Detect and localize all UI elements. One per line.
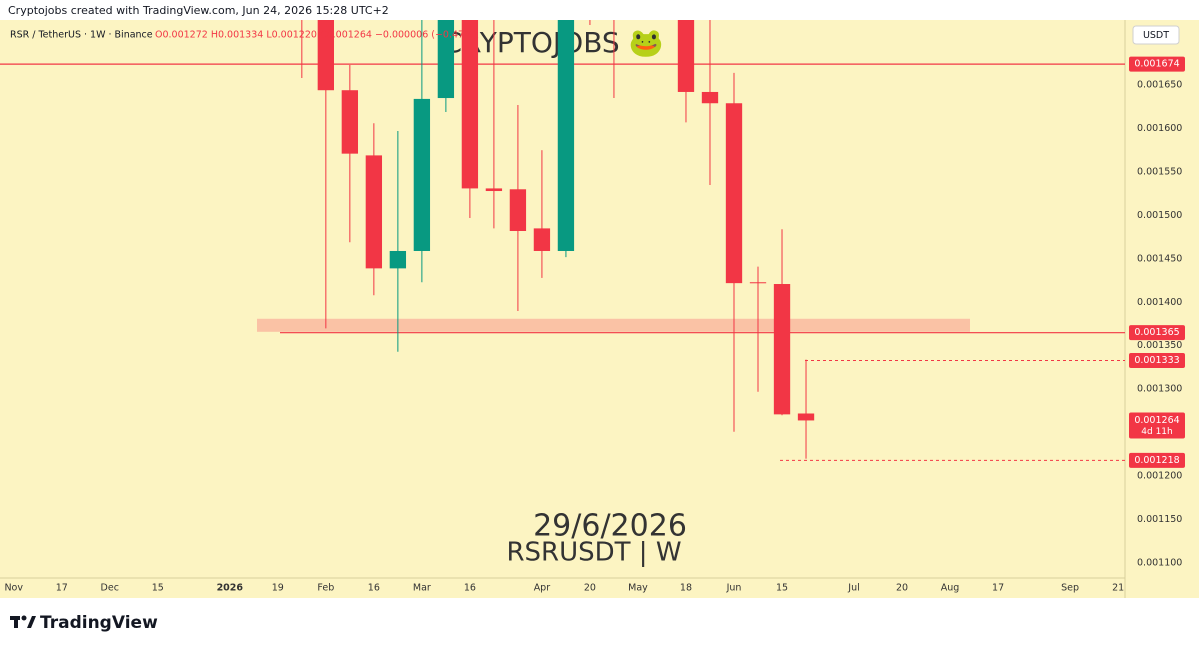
x-tick-label: 17	[56, 583, 68, 594]
symbol-info: RSR / TetherUS · 1W · Binance	[10, 30, 153, 41]
countdown-label: 4d 11h	[1141, 427, 1172, 437]
x-tick-label: 19	[272, 583, 284, 594]
x-tick-label: Jul	[847, 583, 859, 594]
logo-text: TradingView	[40, 613, 158, 633]
candle-body	[437, 20, 455, 99]
currency-label: USDT	[1143, 30, 1169, 41]
logo-icon	[10, 615, 36, 628]
x-tick-label: 20	[896, 583, 908, 594]
x-tick-label: 21	[1112, 583, 1124, 594]
candle-body	[749, 282, 767, 284]
price-label-box	[1129, 452, 1185, 468]
price-label-box	[1129, 412, 1185, 439]
date-note: 29/6/2026	[533, 509, 687, 544]
currency-box[interactable]	[1132, 25, 1180, 45]
y-tick-label: 0.001200	[1137, 471, 1182, 482]
y-tick-label: 0.001550	[1137, 166, 1182, 177]
candle-body	[317, 20, 335, 91]
x-tick-label: 16	[464, 583, 476, 594]
candle-body	[725, 103, 743, 284]
candle-body	[509, 189, 527, 231]
x-tick-label: 18	[680, 583, 692, 594]
x-tick-label: Sep	[1061, 583, 1079, 594]
support-zone	[257, 318, 970, 332]
price-label-box	[1129, 325, 1185, 341]
y-tick-label: 0.001450	[1137, 253, 1182, 264]
x-tick-label: 15	[776, 583, 788, 594]
price-label-box	[1129, 56, 1185, 72]
candle-body	[461, 20, 479, 189]
x-tick-label: Mar	[413, 583, 431, 594]
price-label-box	[1129, 352, 1185, 368]
y-tick-label: 0.001100	[1137, 557, 1182, 568]
x-tick-label: 20	[584, 583, 596, 594]
candle-body	[341, 90, 359, 154]
credit: Cryptojobs created with TradingView.com,…	[8, 4, 389, 17]
watermark: CRYPTOJOBS 🐸	[443, 26, 664, 59]
y-tick-label: 0.001300	[1137, 384, 1182, 395]
x-tick-label: Apr	[534, 583, 551, 594]
plot-area	[0, 20, 1125, 461]
x-tick-label: Nov	[4, 583, 23, 594]
price-label: 0.001218	[1134, 455, 1179, 466]
candle-body	[413, 98, 431, 251]
x-tick-label: Jun	[726, 583, 742, 594]
y-tick-label: 0.001400	[1137, 297, 1182, 308]
x-tick-label: 2026	[217, 583, 244, 594]
x-tick-label: 15	[152, 583, 164, 594]
y-tick-label: 0.001150	[1137, 514, 1182, 525]
x-tick-label: Feb	[317, 583, 334, 594]
candle-body	[389, 250, 407, 269]
candle-body	[797, 413, 815, 421]
x-tick-label: 16	[368, 583, 380, 594]
y-tick-label: 0.001650	[1137, 80, 1182, 91]
price-label: 0.001365	[1134, 327, 1179, 338]
x-tick-label: Aug	[941, 583, 960, 594]
chart-background	[0, 20, 1199, 598]
candle-body	[701, 91, 719, 104]
ohlc-info: O0.001272 H0.001334 L0.001220 C0.001264 …	[155, 30, 477, 41]
y-tick-label: 0.001600	[1137, 123, 1182, 134]
y-tick-label: 0.001500	[1137, 210, 1182, 221]
candle-body	[677, 20, 695, 92]
candle-body	[773, 284, 791, 415]
x-tick-label: May	[628, 583, 648, 594]
y-tick-label: 0.001350	[1137, 340, 1182, 351]
x-tick-label: 17	[992, 583, 1004, 594]
x-tick-label: Dec	[101, 583, 119, 594]
symbol-note: RSRUSDT | W	[506, 538, 681, 568]
candle-body	[533, 228, 551, 251]
candle-body	[365, 155, 383, 269]
price-label: 0.001674	[1134, 59, 1179, 70]
candle-body	[557, 20, 575, 251]
price-label: 0.001333	[1134, 355, 1179, 366]
candle-body	[485, 188, 503, 192]
price-label: 0.001264	[1134, 415, 1179, 426]
